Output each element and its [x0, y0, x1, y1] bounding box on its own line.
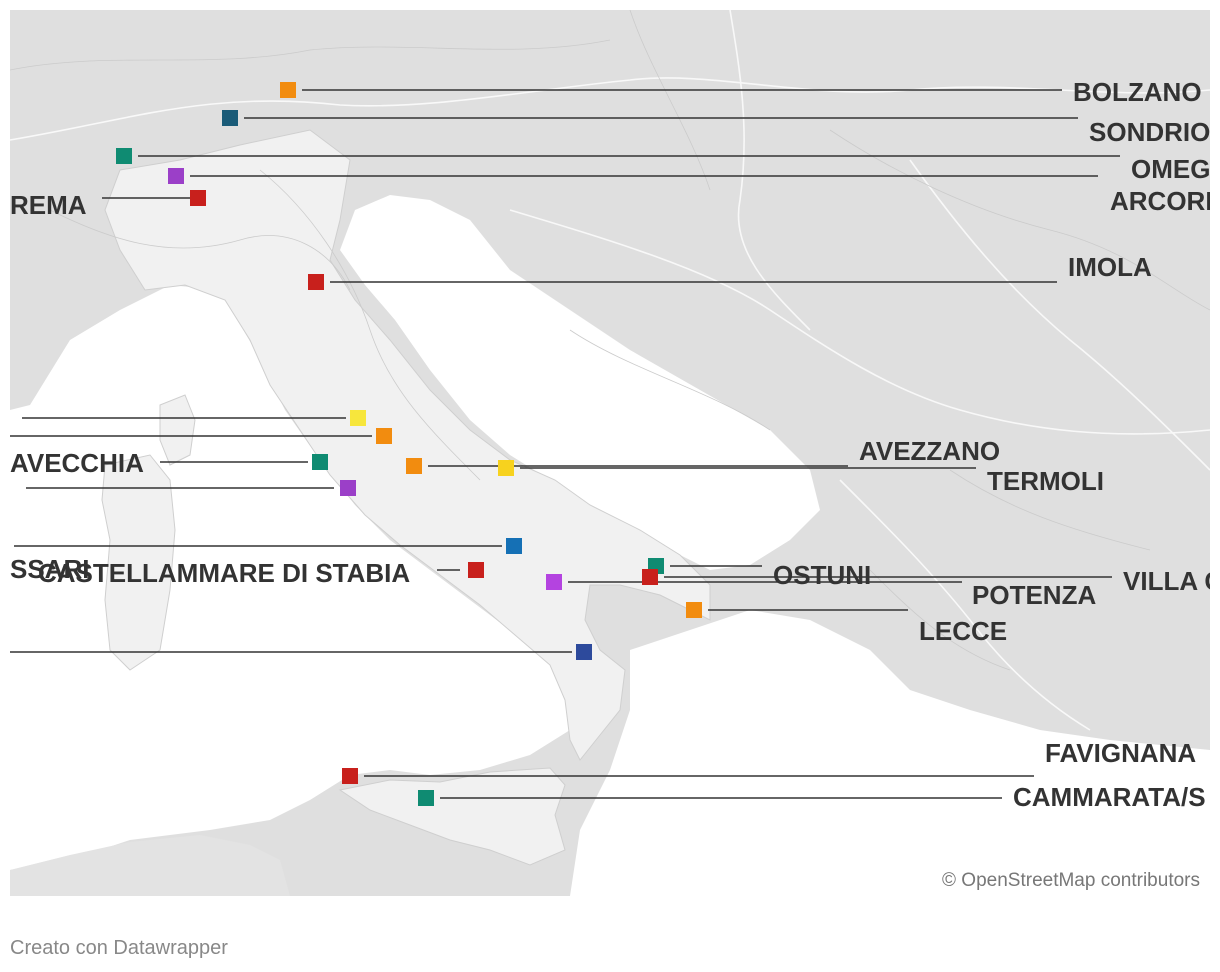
marker-favignana[interactable] — [342, 768, 358, 784]
italy-peninsula — [104, 129, 711, 761]
leader-lines — [10, 89, 1120, 799]
label-avezzano: AVEZZANO — [859, 436, 1001, 466]
marker-bolzano[interactable] — [280, 82, 296, 98]
label-castellammare: CASTELLAMMARE DI STABIA — [38, 558, 411, 588]
label-bolzano: BOLZANO — [1073, 77, 1202, 107]
label-villa: VILLA C — [1123, 566, 1210, 596]
adriatic-sea — [340, 195, 820, 570]
marker-avezzano[interactable] — [406, 458, 422, 474]
label-arcore: ARCORE — [1110, 186, 1210, 216]
markers[interactable] — [116, 82, 702, 806]
basemap — [10, 10, 1210, 896]
marker-termoli[interactable] — [498, 460, 514, 476]
label-favignana: FAVIGNANA — [1045, 738, 1197, 768]
marker-civitavecchia[interactable] — [312, 454, 328, 470]
map[interactable]: BOLZANO SONDRIO OMEG ARCORE REMA IMOLA A… — [10, 10, 1210, 896]
sicily — [338, 767, 566, 866]
marker-omegna[interactable] — [116, 148, 132, 164]
road-lines — [10, 10, 1210, 671]
label-sondrio: SONDRIO — [1089, 117, 1210, 147]
marker-sondrio[interactable] — [222, 110, 238, 126]
marker-calabria[interactable] — [576, 644, 592, 660]
sardinia — [101, 454, 176, 671]
label-sassari: SSARI — [10, 554, 90, 584]
marker-imola[interactable] — [308, 274, 324, 290]
marker-castellammare[interactable] — [468, 562, 484, 578]
tunisia-coast — [10, 835, 290, 896]
marker-left-yellow[interactable] — [350, 410, 366, 426]
label-cammarata: CAMMARATA/S — [1013, 782, 1206, 812]
label-civitavecchia: AVECCHIA — [10, 448, 144, 478]
label-lecce: LECCE — [919, 616, 1008, 646]
marker-potenza[interactable] — [546, 574, 562, 590]
marker-cammarata[interactable] — [418, 790, 434, 806]
corsica — [159, 394, 196, 466]
marker-villa[interactable] — [642, 569, 658, 585]
map-attribution[interactable]: © OpenStreetMap contributors — [940, 870, 1202, 892]
label-crema: REMA — [10, 190, 87, 220]
label-omegna: OMEG — [1131, 154, 1210, 184]
marker-arcore[interactable] — [168, 168, 184, 184]
marker-left-orange[interactable] — [376, 428, 392, 444]
marker-crema[interactable] — [190, 190, 206, 206]
label-imola: IMOLA — [1068, 252, 1152, 282]
tyrrhenian-sea — [10, 285, 570, 870]
marker-sassari[interactable] — [506, 538, 522, 554]
marker-left-purple[interactable] — [340, 480, 356, 496]
marker-lecce[interactable] — [686, 602, 702, 618]
ionian-sea — [570, 610, 1210, 896]
label-termoli: TERMOLI — [987, 466, 1104, 496]
label-ostuni: OSTUNI — [773, 560, 872, 590]
datawrapper-credit[interactable]: Creato con Datawrapper — [10, 937, 228, 959]
border-lines — [10, 10, 1210, 731]
label-potenza: POTENZA — [972, 580, 1097, 610]
